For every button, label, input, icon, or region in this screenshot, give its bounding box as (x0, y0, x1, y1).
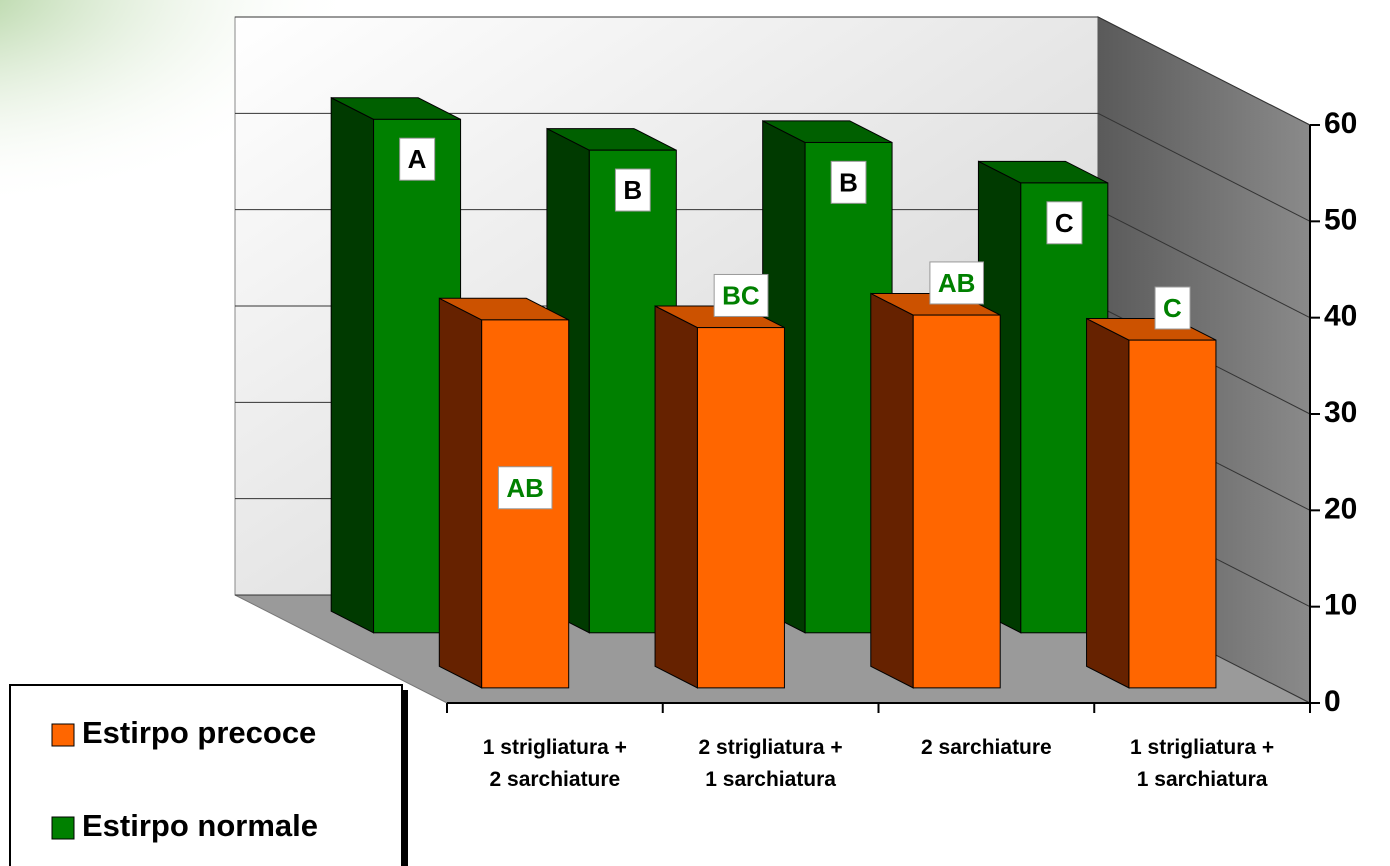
value-label-box (929, 261, 984, 305)
legend-swatch (51, 723, 75, 747)
x-tick-label: 1 strigliatura +2 sarchiature (483, 736, 627, 791)
grid-line (1097, 16, 1311, 126)
x-tick-label: 1 strigliatura +1 sarchiatura (1130, 736, 1274, 791)
legend-label: Estirpo precoce (82, 715, 316, 750)
value-label-text: C (1055, 208, 1074, 238)
value-label: C (1046, 201, 1083, 245)
legend-swatch (51, 816, 75, 840)
x-tick-label: 2 sarchiature (921, 736, 1052, 759)
bar-side (654, 305, 698, 689)
value-label-box (1046, 201, 1083, 245)
grid-line (1097, 209, 1311, 319)
value-label-box (497, 466, 553, 510)
bar-side (870, 292, 914, 689)
value-label-text: AB (938, 268, 976, 298)
y-tick-label: 50 (1324, 203, 1357, 236)
bar-side (438, 297, 483, 689)
bar-side (330, 96, 375, 634)
value-label-box (713, 273, 769, 317)
value-label: AB (929, 261, 984, 305)
grid-line (1097, 112, 1311, 222)
bar (912, 314, 1001, 689)
value-label: A (399, 137, 436, 181)
x-tick-label: 2 strigliatura +1 sarchiatura (699, 736, 843, 791)
value-label-box (614, 168, 651, 212)
value-label-text: C (1163, 293, 1182, 323)
value-label-text: AB (506, 473, 544, 503)
bar-side (1086, 317, 1130, 689)
value-label-box (399, 137, 436, 181)
value-label-text: A (408, 144, 427, 174)
legend-label: Estirpo normale (82, 808, 318, 843)
y-tick-label: 30 (1324, 396, 1357, 429)
y-tick-label: 60 (1324, 107, 1357, 140)
legend: Estirpo precoce Estirpo normale (9, 684, 408, 866)
y-tick-label: 40 (1324, 300, 1357, 333)
y-tick-label: 10 (1324, 589, 1357, 622)
y-tick-label: 0 (1324, 685, 1341, 718)
value-label: B (830, 160, 867, 204)
value-label-text: B (839, 167, 858, 197)
y-tick-label: 20 (1324, 492, 1357, 525)
value-label-text: B (623, 175, 642, 205)
value-label: AB (497, 466, 553, 510)
legend-frame (9, 684, 403, 866)
value-label-text: BC (722, 280, 760, 310)
bar (696, 327, 785, 689)
value-label: B (614, 168, 651, 212)
value-label-box (1154, 286, 1191, 330)
value-label: BC (713, 273, 769, 317)
value-label: C (1154, 286, 1191, 330)
bar (1128, 339, 1217, 689)
value-label-box (830, 160, 867, 204)
